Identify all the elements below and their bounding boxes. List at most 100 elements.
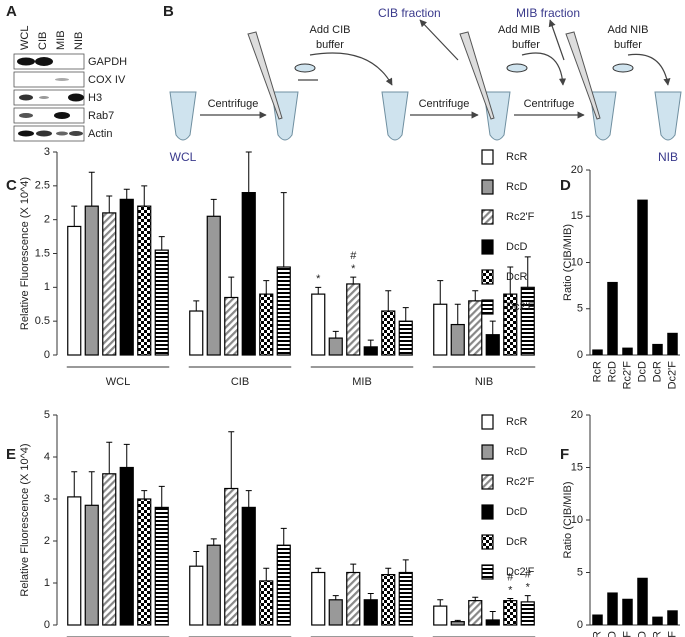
error-bar bbox=[193, 300, 200, 312]
bar bbox=[102, 473, 117, 626]
error-bar bbox=[507, 598, 514, 601]
step-label: Centrifuge bbox=[524, 98, 575, 110]
legend-swatch bbox=[481, 504, 494, 520]
y-tick-label: 10 bbox=[571, 256, 583, 268]
error-bar bbox=[437, 280, 444, 305]
bar bbox=[607, 592, 618, 625]
y-tick-label: 4 bbox=[44, 451, 50, 463]
x-tick-label: Dc2'F bbox=[666, 631, 678, 637]
bar bbox=[259, 293, 274, 356]
legend-label: Rc2'F bbox=[506, 476, 535, 488]
lane-label: MIB bbox=[55, 30, 67, 50]
bar bbox=[652, 616, 663, 625]
error-bar bbox=[141, 185, 148, 207]
legend-label: RcD bbox=[506, 181, 527, 193]
bar bbox=[433, 303, 448, 356]
error-bar bbox=[472, 596, 479, 601]
bar bbox=[450, 621, 465, 626]
buffer-label: Add MIB bbox=[498, 24, 540, 36]
panel-label: E bbox=[6, 446, 16, 463]
error-bar bbox=[158, 236, 165, 251]
bar bbox=[276, 544, 291, 626]
bar bbox=[363, 346, 378, 356]
legend-swatch bbox=[481, 564, 494, 580]
y-tick-label: 0 bbox=[44, 619, 50, 631]
y-tick-label: 0 bbox=[577, 349, 583, 361]
error-bar bbox=[228, 431, 235, 489]
bar bbox=[637, 577, 648, 625]
bar bbox=[637, 199, 648, 355]
bar bbox=[154, 506, 169, 626]
bar bbox=[398, 320, 413, 356]
legend-label: DcR bbox=[506, 536, 527, 548]
legend-swatch bbox=[481, 149, 494, 165]
legend-label: Dc2'F bbox=[506, 301, 535, 313]
y-tick-label: 3 bbox=[44, 146, 50, 158]
error-bar bbox=[402, 559, 409, 573]
lane-label: WCL bbox=[19, 26, 31, 50]
y-tick-label: 15 bbox=[571, 461, 583, 473]
significance-mark: * bbox=[526, 582, 531, 594]
error-bar bbox=[263, 280, 270, 295]
error-bar bbox=[106, 195, 113, 213]
bar bbox=[84, 205, 99, 356]
y-tick-label: 0.5 bbox=[35, 315, 50, 327]
legend-label: DcD bbox=[506, 506, 527, 518]
legend-swatch bbox=[481, 269, 494, 285]
y-tick-label: 1.5 bbox=[35, 247, 50, 259]
error-bar bbox=[350, 563, 357, 573]
buffer-label: buffer bbox=[316, 39, 344, 51]
legend-label: Dc2'F bbox=[506, 566, 535, 578]
error-bar bbox=[507, 266, 514, 295]
significance-mark: * bbox=[316, 273, 321, 285]
arrows bbox=[200, 19, 671, 119]
protein-label: COX IV bbox=[88, 74, 126, 86]
y-tick-label: 5 bbox=[577, 566, 583, 578]
y-tick-label: 0 bbox=[577, 619, 583, 631]
legend-swatch bbox=[481, 179, 494, 195]
step-label: Centrifuge bbox=[419, 98, 470, 110]
protein-label: GAPDH bbox=[88, 56, 127, 68]
panel-label: A bbox=[6, 3, 17, 20]
y-tick-label: 2 bbox=[44, 535, 50, 547]
significance-mark: # bbox=[525, 569, 532, 581]
y-tick-label: 0 bbox=[44, 349, 50, 361]
western-blot: WCL CIB MIB NIB GAPDH COX IV H3 Rab7 Act… bbox=[13, 26, 127, 142]
bar bbox=[119, 466, 134, 626]
bar bbox=[206, 215, 221, 356]
error-bar bbox=[332, 595, 339, 600]
bar bbox=[328, 599, 343, 626]
error-bar bbox=[123, 188, 130, 200]
bar bbox=[154, 249, 169, 356]
error-bar bbox=[489, 320, 496, 335]
bar bbox=[667, 332, 678, 355]
bar bbox=[468, 600, 483, 626]
bar bbox=[450, 323, 465, 356]
bar bbox=[119, 198, 134, 356]
y-tick-label: 5 bbox=[577, 303, 583, 315]
bar bbox=[520, 286, 535, 356]
y-tick-label: 1 bbox=[44, 281, 50, 293]
tubes bbox=[169, 63, 682, 141]
bar bbox=[381, 573, 396, 626]
bar bbox=[398, 571, 413, 626]
x-tick-label: DcR bbox=[651, 361, 663, 382]
buffer-label: buffer bbox=[614, 39, 642, 51]
legend-swatch bbox=[481, 474, 494, 490]
bar bbox=[137, 498, 152, 626]
y-tick-label: 5 bbox=[44, 409, 50, 421]
bar bbox=[607, 281, 618, 355]
x-tick-label: Dc2'F bbox=[666, 361, 678, 390]
bar bbox=[622, 347, 633, 355]
bar bbox=[224, 296, 239, 356]
bar bbox=[84, 504, 99, 626]
lane-label: NIB bbox=[73, 32, 85, 50]
buffer-label: Add NIB bbox=[608, 24, 649, 36]
legend-swatch bbox=[481, 299, 494, 315]
bar bbox=[667, 610, 678, 625]
legend-label: RcD bbox=[506, 446, 527, 458]
error-bar bbox=[472, 290, 479, 301]
bar bbox=[381, 310, 396, 356]
y-tick-label: 2 bbox=[44, 214, 50, 226]
